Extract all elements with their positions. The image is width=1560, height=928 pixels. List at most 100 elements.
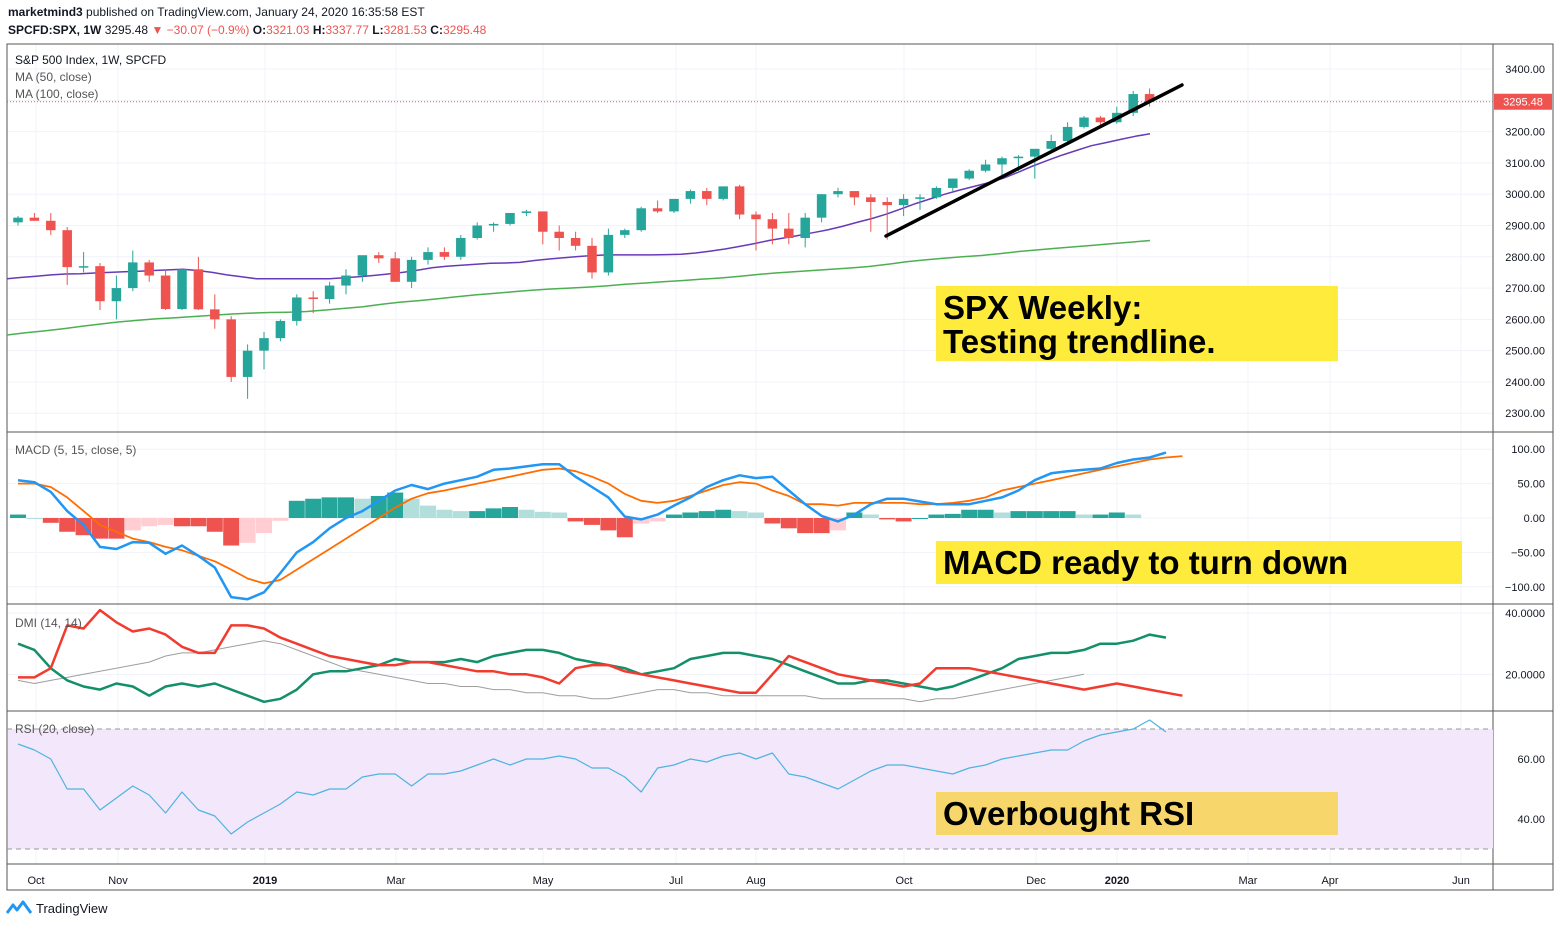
candle-body bbox=[620, 230, 630, 235]
candle-body bbox=[784, 228, 794, 238]
candle bbox=[1030, 148, 1040, 179]
close-label: C: bbox=[430, 23, 443, 37]
histogram-bar bbox=[256, 518, 272, 534]
tradingview-logo[interactable]: TradingView bbox=[6, 900, 108, 916]
candle-body bbox=[374, 255, 384, 259]
author-name[interactable]: marketmind3 bbox=[8, 5, 83, 19]
open-value: 3321.03 bbox=[266, 23, 310, 37]
candle bbox=[521, 209, 532, 217]
candle-body bbox=[931, 187, 942, 198]
last-price-tag bbox=[1494, 93, 1552, 110]
axis-tick-label: 100.00 bbox=[1511, 444, 1545, 456]
open-label: O: bbox=[252, 23, 267, 37]
rsi-pane-title: RSI (20, close) bbox=[15, 722, 94, 736]
candle-body bbox=[538, 211, 548, 232]
histogram-bar bbox=[223, 518, 240, 546]
histogram-bar bbox=[1108, 512, 1125, 518]
tradingview-brand: TradingView bbox=[36, 900, 108, 916]
axis-tick-label: 3100.00 bbox=[1505, 158, 1545, 170]
grid-lines bbox=[7, 44, 1493, 864]
candle-body bbox=[292, 297, 302, 321]
time-axis-label: Mar bbox=[1239, 875, 1258, 887]
candle bbox=[78, 252, 89, 273]
candle-body bbox=[406, 259, 417, 282]
histogram-bar bbox=[1125, 514, 1142, 518]
candle-body bbox=[915, 197, 925, 199]
candle-body bbox=[866, 197, 876, 203]
time-axis-label: Oct bbox=[895, 875, 912, 887]
axis-tick-label: 2900.00 bbox=[1505, 220, 1545, 232]
candle bbox=[702, 187, 712, 206]
candle-body bbox=[636, 208, 646, 231]
histogram-bar bbox=[912, 518, 928, 519]
candle-body bbox=[882, 202, 892, 206]
candle-body bbox=[226, 319, 236, 377]
candle bbox=[554, 225, 564, 251]
candle bbox=[816, 194, 827, 223]
last-price: 3295.48 bbox=[104, 23, 149, 37]
axis-tick-label: 3200.00 bbox=[1505, 127, 1545, 139]
histogram-bar bbox=[1092, 514, 1109, 518]
axis-tick-label: 40.00 bbox=[1517, 814, 1545, 826]
histogram-bar bbox=[633, 518, 650, 524]
symbol-name[interactable]: SPCFD:SPX, 1W bbox=[8, 23, 102, 37]
candle-body bbox=[1013, 156, 1024, 159]
last-price-label: 3295.48 bbox=[1503, 97, 1543, 109]
histogram-bar bbox=[305, 498, 322, 518]
candle bbox=[882, 197, 892, 240]
axis-tick-label: 2300.00 bbox=[1505, 408, 1545, 420]
candle-body bbox=[1046, 141, 1056, 149]
histogram-bar bbox=[780, 518, 797, 529]
candle-body bbox=[341, 275, 351, 286]
histogram-bar bbox=[666, 514, 682, 518]
time-axis-label: Aug bbox=[746, 875, 766, 887]
candle-body bbox=[324, 285, 335, 300]
candle bbox=[718, 186, 728, 201]
note-background bbox=[936, 792, 1338, 835]
axis-tick-label: 2800.00 bbox=[1505, 252, 1545, 264]
histogram-bar bbox=[338, 497, 354, 518]
candle bbox=[833, 187, 843, 198]
low-value: 3281.53 bbox=[383, 23, 427, 37]
histogram-bar bbox=[994, 512, 1010, 518]
candle-body bbox=[849, 191, 860, 198]
candle bbox=[62, 227, 72, 285]
ma100-legend: MA (100, close) bbox=[15, 87, 98, 101]
candle bbox=[784, 212, 794, 245]
candle-body bbox=[456, 238, 466, 257]
tradingview-icon bbox=[6, 900, 32, 914]
histogram-bar bbox=[649, 518, 666, 522]
candle-body bbox=[505, 212, 515, 224]
candle bbox=[210, 294, 220, 329]
candle-body bbox=[242, 350, 253, 377]
histogram-bar bbox=[42, 518, 59, 523]
candle-body bbox=[308, 297, 318, 300]
trendline bbox=[884, 83, 1184, 238]
histogram-bar bbox=[124, 518, 141, 531]
axis-tick-label: 40.0000 bbox=[1505, 608, 1545, 620]
axis-tick-label: −100.00 bbox=[1505, 582, 1545, 594]
candle-body bbox=[111, 288, 122, 302]
candle bbox=[866, 194, 876, 232]
candle-body bbox=[1095, 117, 1106, 123]
candle bbox=[849, 191, 860, 206]
histogram-bar bbox=[485, 508, 502, 518]
candle-body bbox=[128, 262, 138, 289]
chart-frame bbox=[6, 43, 1554, 891]
candle-body bbox=[259, 338, 269, 351]
histogram-bar bbox=[748, 512, 764, 518]
candle-body bbox=[997, 158, 1007, 165]
candle bbox=[964, 169, 974, 181]
candle bbox=[1062, 122, 1073, 145]
candle bbox=[1046, 134, 1056, 151]
close-value: 3295.48 bbox=[442, 23, 487, 37]
rsi-line bbox=[17, 719, 1167, 835]
time-axis-label: 2020 bbox=[1105, 875, 1129, 887]
axis-tick-label: 2600.00 bbox=[1505, 314, 1545, 326]
histogram-bar bbox=[108, 518, 125, 539]
histogram-bar bbox=[469, 511, 486, 518]
candle-body bbox=[898, 198, 909, 206]
axis-tick-label: 2500.00 bbox=[1505, 346, 1545, 358]
note-text: MACD ready to turn down bbox=[943, 544, 1348, 581]
